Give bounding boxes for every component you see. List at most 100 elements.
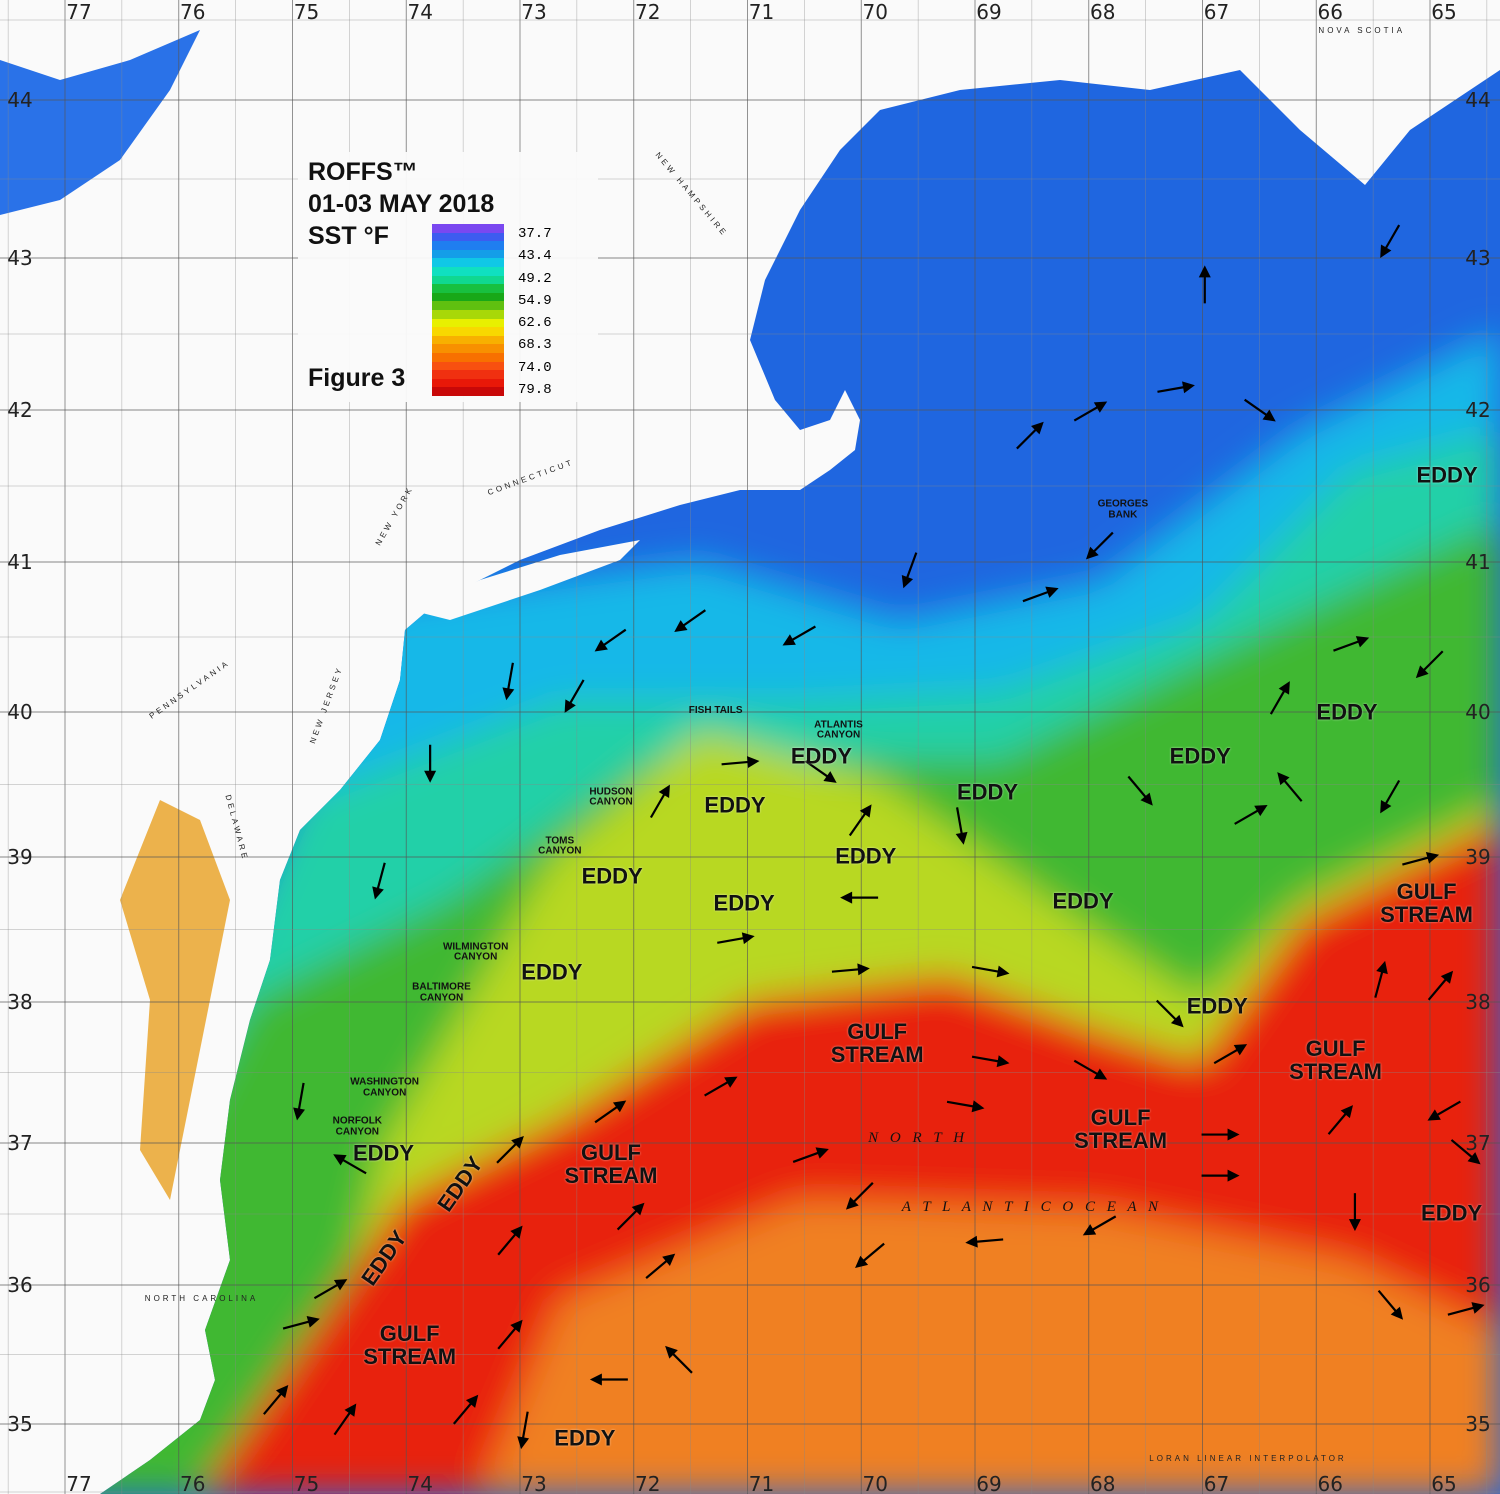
latitude-label-left: 42 bbox=[7, 398, 33, 422]
latitude-label-right: 35 bbox=[1465, 1412, 1491, 1436]
longitude-label-bottom: 73 bbox=[521, 1472, 547, 1494]
current-arrows bbox=[263, 224, 1485, 1450]
longitude-label-bottom: 72 bbox=[635, 1472, 661, 1494]
color-scale-bar bbox=[432, 224, 504, 396]
latitude-label-right: 43 bbox=[1465, 246, 1491, 270]
current-arrow bbox=[1380, 779, 1401, 814]
latitude-label-right: 44 bbox=[1465, 88, 1491, 112]
current-arrow bbox=[333, 1154, 367, 1175]
current-arrow bbox=[971, 965, 1010, 978]
color-scale-swatch bbox=[432, 258, 504, 267]
current-arrow bbox=[1082, 1215, 1117, 1236]
current-arrow bbox=[1243, 398, 1276, 422]
current-arrow bbox=[1377, 1289, 1404, 1320]
current-arrow bbox=[901, 552, 918, 589]
current-arrow bbox=[717, 932, 755, 945]
eddy-label: EDDY bbox=[835, 843, 897, 868]
current-arrow bbox=[1198, 265, 1211, 304]
long-island bbox=[410, 540, 640, 620]
color-scale-swatch bbox=[432, 266, 504, 276]
gulf-stream-label: GULF STREAM bbox=[1380, 879, 1474, 928]
current-arrow bbox=[452, 1394, 479, 1425]
color-scale-swatch bbox=[432, 275, 504, 285]
current-arrow bbox=[804, 760, 837, 783]
color-scale-swatch bbox=[432, 284, 504, 293]
longitude-label-top: 77 bbox=[66, 0, 92, 24]
current-arrow bbox=[848, 804, 872, 837]
longitude-label-top: 73 bbox=[521, 0, 547, 24]
color-scale-swatch bbox=[432, 352, 504, 362]
current-arrow bbox=[831, 963, 870, 976]
current-arrow bbox=[1277, 772, 1303, 802]
eddy-label: EDDY bbox=[790, 743, 852, 769]
eddy-label: EDDY bbox=[1169, 742, 1231, 768]
current-arrow bbox=[497, 1319, 523, 1350]
place-label: LORAN LINEAR INTERPOLATOR bbox=[1149, 1454, 1347, 1464]
feature-label: FISH TAILS bbox=[688, 704, 743, 716]
latitude-label-left: 37 bbox=[7, 1131, 33, 1155]
latitude-label-right: 42 bbox=[1465, 398, 1491, 422]
current-arrow bbox=[1127, 775, 1153, 806]
current-arrow bbox=[1073, 401, 1108, 422]
feature-label: ATLANTIS CANYON bbox=[814, 719, 863, 741]
place-label: A T L A N T I C O C E A N bbox=[901, 1199, 1163, 1216]
color-scale-swatch bbox=[432, 309, 504, 319]
current-arrow bbox=[1073, 1059, 1108, 1080]
longitude-label-bottom: 76 bbox=[180, 1472, 206, 1494]
color-scale-value: 43.4 bbox=[518, 248, 552, 265]
color-scale-swatch bbox=[432, 292, 504, 302]
eddy-label: EDDY bbox=[1421, 1200, 1483, 1226]
color-scale-values: 37.7 43.4 49.2 54.9 62.6 68.3 74.0 79.8 bbox=[518, 226, 552, 398]
current-arrow bbox=[965, 1235, 1004, 1248]
color-scale-value: 49.2 bbox=[518, 270, 552, 287]
current-arrow bbox=[1402, 852, 1440, 866]
current-arrow bbox=[1201, 1169, 1240, 1182]
color-scale-swatch bbox=[432, 318, 504, 328]
eddy-label: EDDY bbox=[713, 890, 775, 916]
place-label: N O R T H bbox=[868, 1129, 969, 1146]
eddy-label: EDDY bbox=[521, 959, 583, 984]
eddy-label: EDDY bbox=[1052, 887, 1114, 913]
latitude-label-left: 43 bbox=[7, 246, 33, 270]
color-scale-value: 74.0 bbox=[518, 359, 552, 376]
feature-label: WASHINGTON CANYON bbox=[350, 1076, 419, 1098]
current-arrow bbox=[502, 662, 515, 701]
longitude-label-top: 70 bbox=[862, 0, 888, 24]
current-arrow bbox=[1447, 1302, 1485, 1316]
eddy-label: EDDY bbox=[1316, 699, 1378, 725]
current-arrow bbox=[1157, 381, 1195, 394]
longitude-label-bottom: 70 bbox=[862, 1472, 888, 1494]
color-scale-swatch bbox=[432, 224, 504, 233]
current-arrow bbox=[424, 744, 437, 783]
feature-label: BALTIMORE CANYON bbox=[412, 981, 471, 1004]
feature-label: WILMINGTON CANYON bbox=[442, 941, 509, 963]
legend: ROFFS™ 01-03 MAY 2018 SST °F Figure 3 37… bbox=[298, 152, 598, 402]
feature-label: GEORGES BANK bbox=[1097, 498, 1149, 521]
current-arrow bbox=[674, 609, 707, 632]
longitude-label-bottom: 77 bbox=[66, 1472, 92, 1494]
latitude-label-right: 39 bbox=[1465, 845, 1491, 869]
current-arrow bbox=[721, 756, 760, 769]
current-arrow bbox=[333, 1403, 357, 1436]
latitude-label-left: 38 bbox=[7, 990, 33, 1014]
current-arrow bbox=[589, 1373, 628, 1386]
color-scale-value: 37.7 bbox=[518, 226, 552, 242]
current-arrow bbox=[1269, 681, 1290, 715]
color-scale-swatch bbox=[432, 327, 504, 336]
current-arrow bbox=[594, 628, 627, 652]
current-arrow bbox=[645, 1253, 676, 1279]
current-arrow bbox=[517, 1411, 530, 1450]
current-arrow bbox=[649, 784, 670, 819]
current-arrow bbox=[792, 1147, 829, 1163]
longitude-label-top: 67 bbox=[1203, 0, 1230, 24]
eddy-label: EDDY bbox=[581, 863, 643, 889]
current-arrow bbox=[1427, 970, 1454, 1001]
longitude-label-top: 68 bbox=[1090, 0, 1116, 24]
legend-units: SST °F bbox=[308, 222, 389, 250]
longitude-label-top: 75 bbox=[293, 0, 320, 24]
current-arrow bbox=[1022, 586, 1059, 603]
latitude-label-right: 37 bbox=[1465, 1131, 1491, 1155]
longitude-label-bottom: 69 bbox=[976, 1472, 1002, 1494]
